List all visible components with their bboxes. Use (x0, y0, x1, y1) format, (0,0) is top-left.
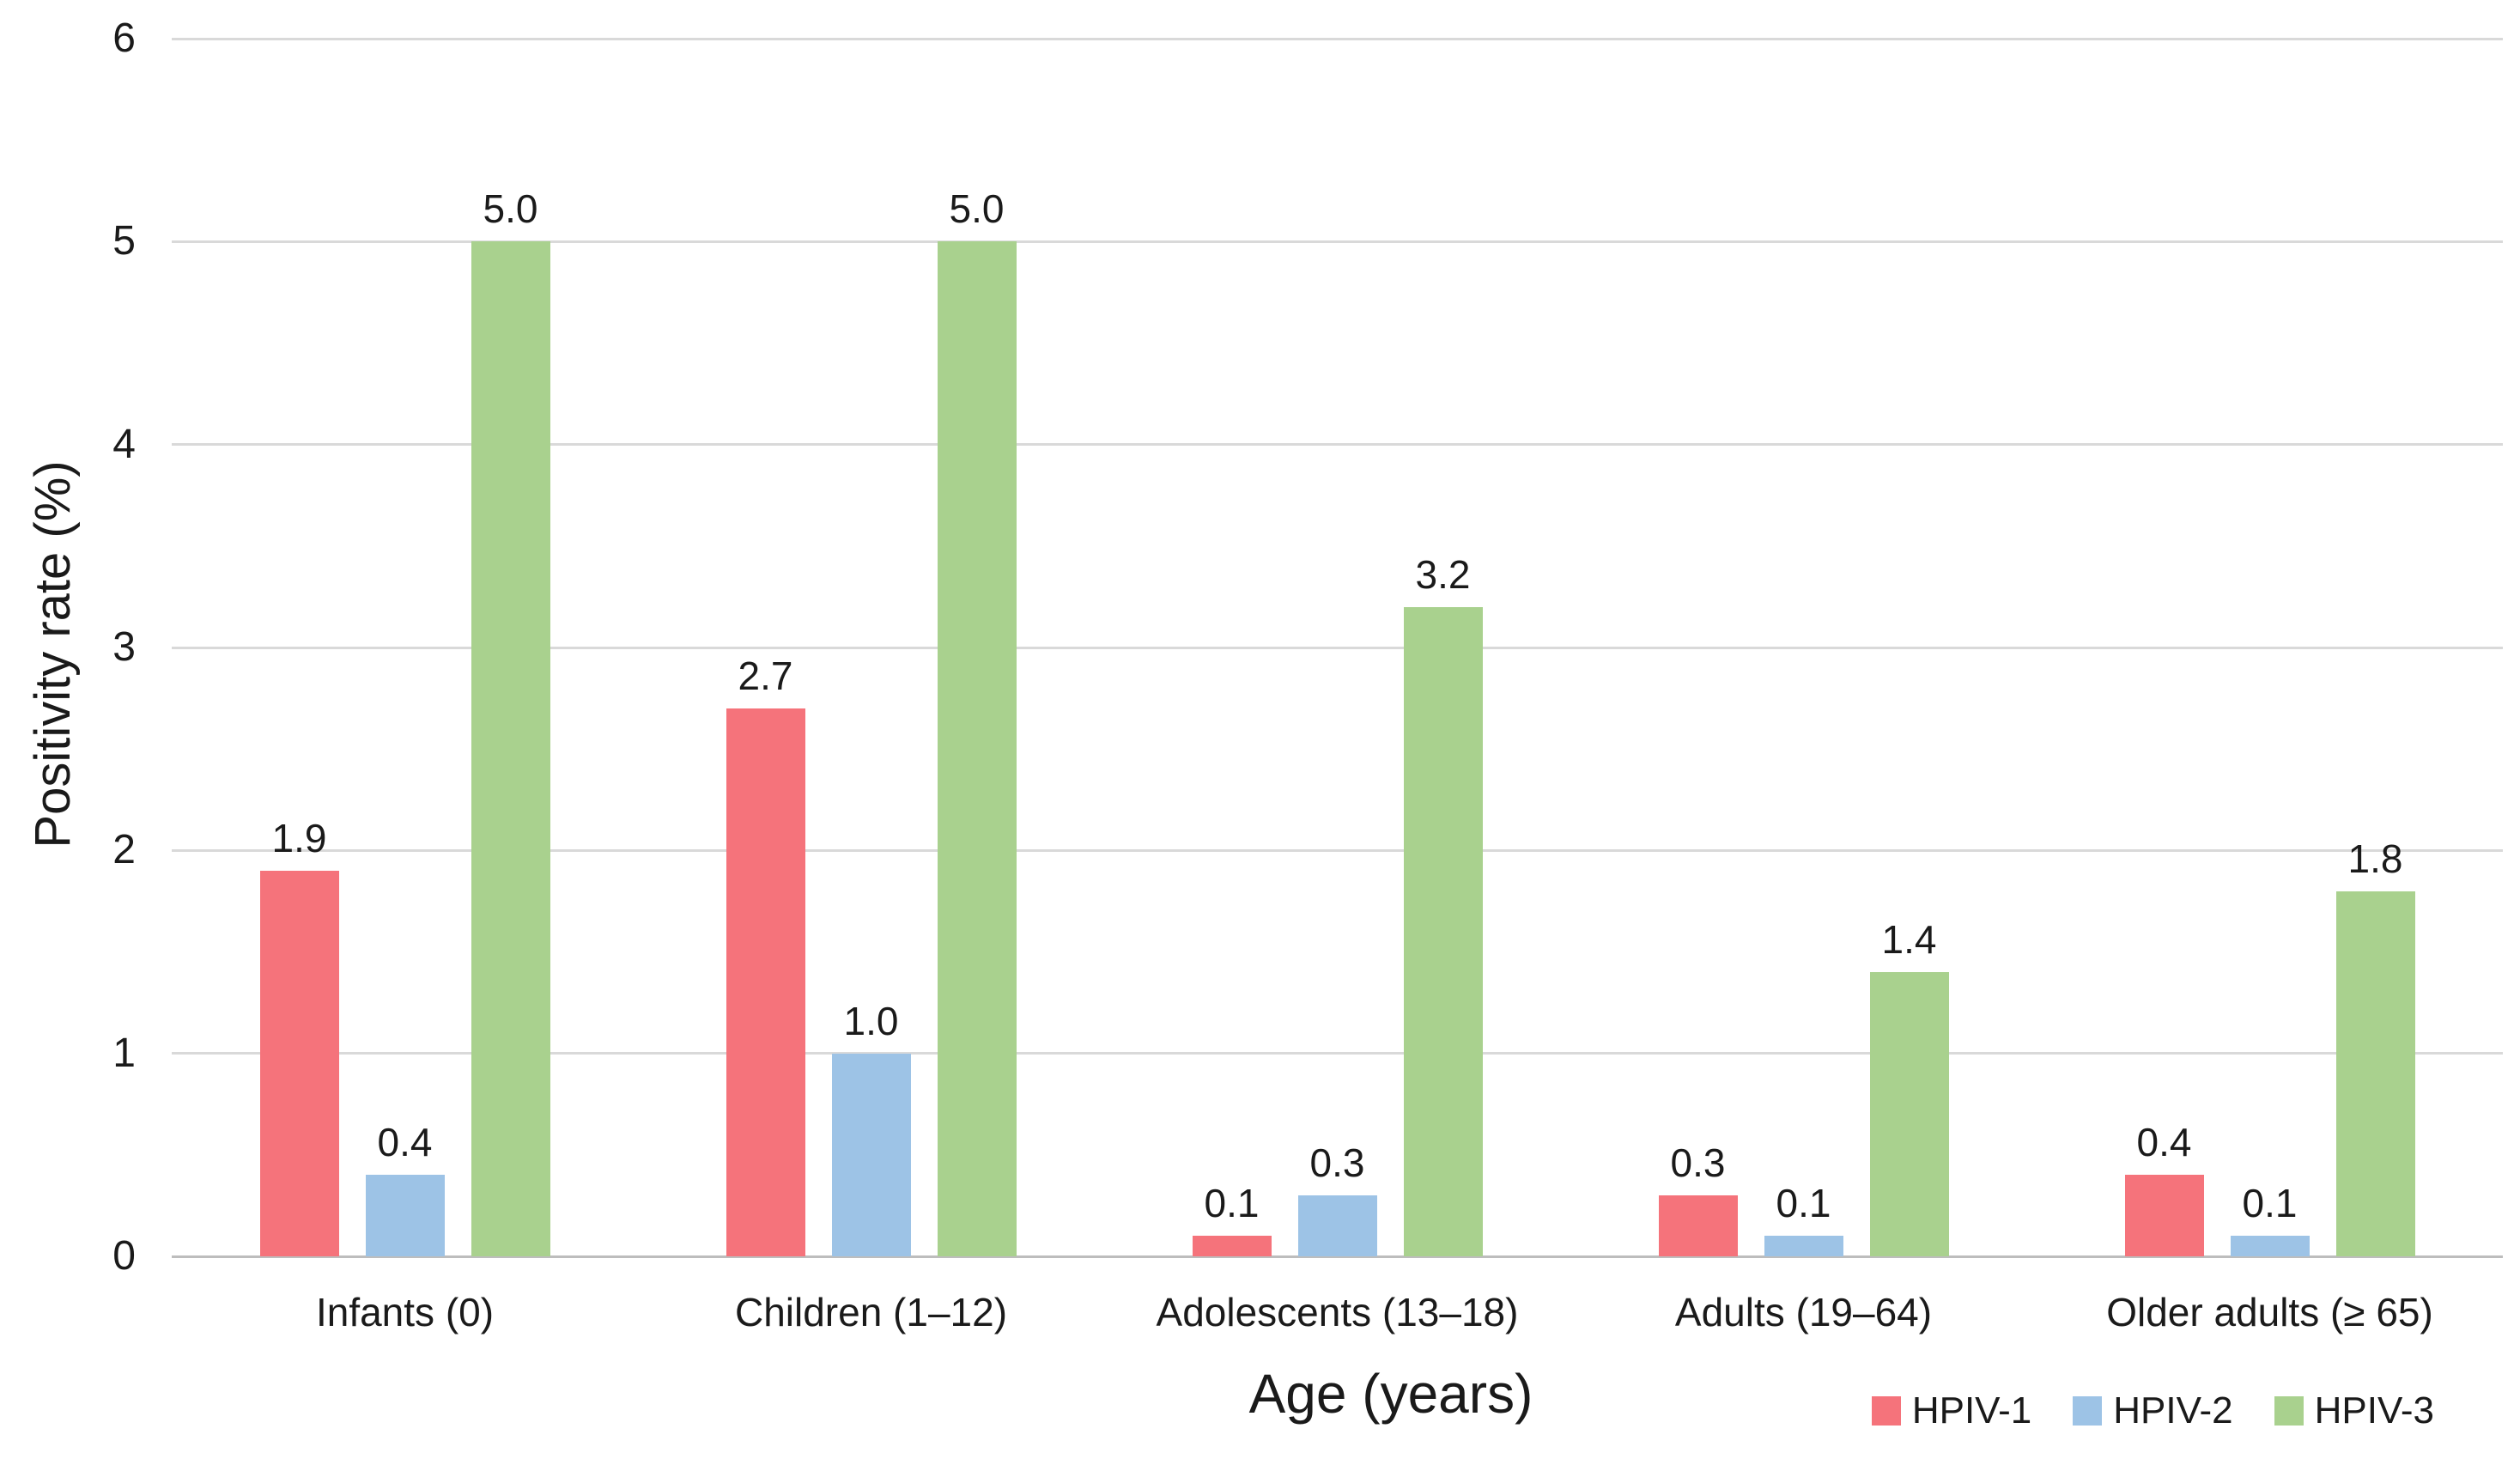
legend: HPIV-1 HPIV-2 HPIV-3 (1871, 1389, 2434, 1433)
value-label-hpiv-3-cat3: 1.4 (1881, 917, 1937, 963)
value-label-hpiv-2-cat3: 0.1 (1776, 1181, 1831, 1226)
value-label-hpiv-3-cat1: 5.0 (949, 186, 1005, 232)
gridline-y2 (172, 848, 2503, 852)
y-tick-label-1: 1 (112, 1030, 136, 1076)
y-tick-label-0: 0 (112, 1233, 136, 1279)
x-category-label-3: Adults (19–64) (1674, 1290, 1933, 1334)
value-label-hpiv-1-cat0: 1.9 (271, 815, 327, 860)
gridline-y5 (172, 240, 2503, 243)
y-tick-label-6: 6 (112, 15, 136, 61)
value-label-hpiv-2-cat2: 0.3 (1309, 1140, 1365, 1186)
legend-label-hpiv-1: HPIV-1 (1911, 1389, 2032, 1432)
gridline-y6 (172, 37, 2503, 40)
legend-label-hpiv-2: HPIV-2 (2113, 1389, 2233, 1432)
legend-label-hpiv-3: HPIV-3 (2314, 1389, 2434, 1432)
x-category-label-0: Infants (0) (315, 1290, 495, 1334)
value-label-hpiv-1-cat4: 0.4 (2136, 1120, 2192, 1165)
bar-hpiv-2-cat3 (1764, 1236, 1843, 1256)
bar-hpiv-3-cat4 (2335, 891, 2415, 1256)
bar-hpiv-2-cat2 (1297, 1195, 1377, 1256)
bar-hpiv-3-cat3 (1869, 972, 1949, 1256)
legend-item-hpiv-3: HPIV-3 (2274, 1389, 2434, 1433)
value-label-hpiv-2-cat4: 0.1 (2242, 1181, 2298, 1226)
value-label-hpiv-2-cat0: 0.4 (377, 1120, 433, 1165)
legend-item-hpiv-2: HPIV-2 (2073, 1389, 2233, 1433)
bar-hpiv-1-cat4 (2124, 1175, 2204, 1256)
value-label-hpiv-1-cat3: 0.3 (1670, 1140, 1726, 1186)
y-tick-label-5: 5 (112, 218, 136, 264)
value-label-hpiv-3-cat4: 1.8 (2347, 836, 2403, 881)
bar-hpiv-2-cat0 (365, 1175, 445, 1256)
x-axis-line (172, 1255, 2503, 1258)
bar-hpiv-1-cat0 (259, 870, 339, 1256)
bar-hpiv-1-cat2 (1192, 1236, 1272, 1256)
value-label-hpiv-3-cat0: 5.0 (483, 186, 538, 232)
bar-hpiv-3-cat1 (937, 241, 1017, 1256)
bar-hpiv-2-cat1 (831, 1053, 911, 1256)
bar-hpiv-3-cat0 (471, 241, 550, 1256)
y-tick-label-3: 3 (112, 624, 136, 670)
value-label-hpiv-3-cat2: 3.2 (1415, 551, 1471, 597)
legend-swatch-hpiv-2 (2073, 1396, 2103, 1426)
x-axis-title: Age (years) (1248, 1363, 1533, 1425)
x-category-label-1: Children (1–12) (734, 1290, 1008, 1334)
bar-hpiv-1-cat1 (726, 708, 805, 1256)
gridline-y3 (172, 646, 2503, 649)
gridline-y4 (172, 443, 2503, 447)
legend-swatch-hpiv-1 (1871, 1396, 1901, 1426)
bar-hpiv-3-cat2 (1403, 606, 1483, 1256)
value-label-hpiv-1-cat2: 0.1 (1204, 1181, 1260, 1226)
x-category-label-2: Adolescents (13–18) (1156, 1290, 1519, 1334)
legend-swatch-hpiv-3 (2274, 1396, 2304, 1426)
bar-hpiv-2-cat4 (2230, 1236, 2310, 1256)
value-label-hpiv-1-cat1: 2.7 (738, 653, 793, 698)
legend-item-hpiv-1: HPIV-1 (1871, 1389, 2032, 1433)
bar-hpiv-1-cat3 (1658, 1195, 1738, 1256)
gridline-y1 (172, 1052, 2503, 1055)
x-category-label-4: Older adults (≥ 65) (2106, 1290, 2433, 1334)
y-tick-label-2: 2 (112, 827, 136, 873)
value-label-hpiv-2-cat1: 1.0 (843, 998, 899, 1043)
y-tick-label-4: 4 (112, 421, 136, 467)
